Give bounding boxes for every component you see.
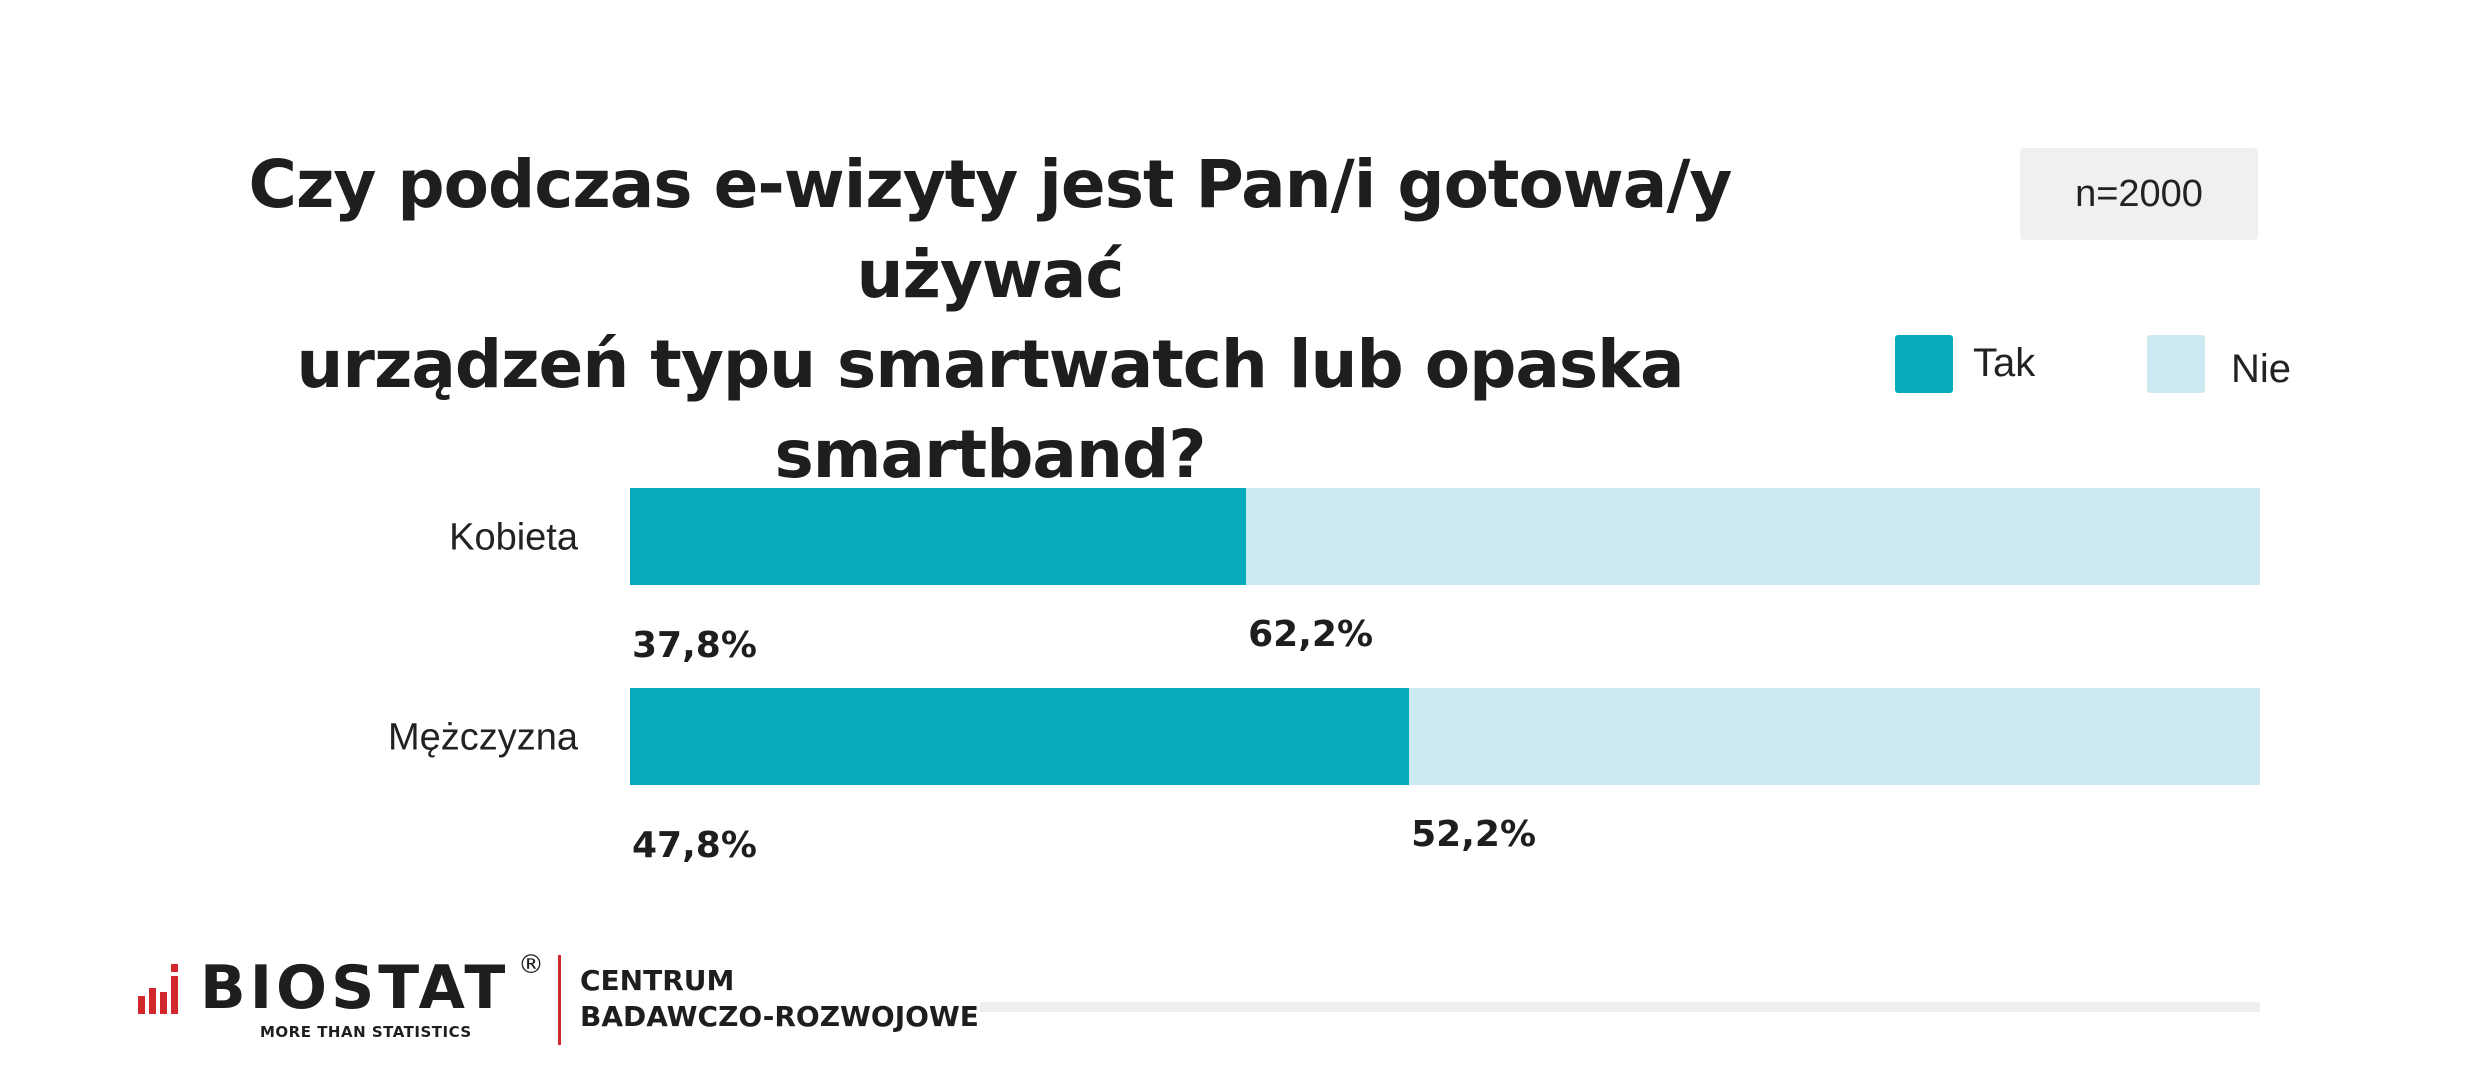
chart-legend: Tak Nie bbox=[1895, 335, 2291, 395]
sample-size-badge: n=2000 bbox=[2020, 148, 2258, 240]
research-center-line-2: BADAWCZO-ROZWOJOWE bbox=[580, 1000, 979, 1033]
legend-swatch-tak bbox=[1895, 335, 1953, 393]
bar-tak-mezczyzna bbox=[630, 688, 1410, 785]
bar-nie-kobieta bbox=[1246, 488, 2260, 585]
biostat-bars-icon bbox=[138, 964, 178, 1014]
footer-divider-line bbox=[980, 1002, 2260, 1012]
value-label-nie-mezczyzna: 52,2% bbox=[1411, 814, 1536, 855]
value-label-nie-kobieta: 62,2% bbox=[1248, 614, 1373, 655]
category-label-kobieta: Kobieta bbox=[449, 517, 579, 559]
bar-tak-kobieta bbox=[630, 488, 1247, 585]
chart-title-line-2: urządzeń typu smartwatch lub opaska smar… bbox=[296, 326, 1684, 493]
category-label-mezczyzna: Mężczyzna bbox=[388, 717, 579, 759]
value-label-tak-kobieta: 37,8% bbox=[632, 625, 757, 666]
chart-title: Czy podczas e-wizyty jest Pan/i gotowa/y… bbox=[130, 140, 1850, 500]
chart-title-line-1: Czy podczas e-wizyty jest Pan/i gotowa/y… bbox=[248, 146, 1733, 313]
research-center-name: CENTRUM BADAWCZO-ROZWOJOWE bbox=[580, 963, 979, 1035]
biostat-logo-text: BIOSTAT bbox=[200, 953, 510, 1023]
logo-divider bbox=[558, 955, 561, 1045]
legend-label-nie: Nie bbox=[2231, 347, 2292, 391]
legend-swatch-nie bbox=[2147, 335, 2205, 393]
registered-mark: ® bbox=[518, 950, 544, 980]
biostat-tagline: MORE THAN STATISTICS bbox=[260, 1023, 472, 1041]
research-center-line-1: CENTRUM bbox=[580, 964, 735, 997]
bar-nie-mezczyzna bbox=[1409, 688, 2260, 785]
value-label-tak-mezczyzna: 47,8% bbox=[632, 825, 757, 866]
legend-label-tak: Tak bbox=[1973, 341, 2036, 385]
